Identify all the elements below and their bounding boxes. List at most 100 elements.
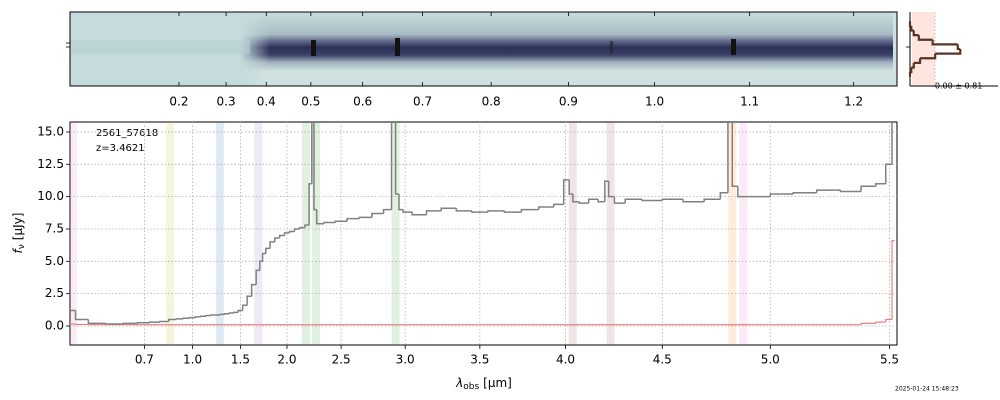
- spectrum-step: [313, 122, 317, 211]
- spectrum-step: [402, 209, 413, 213]
- plot-frame: [69, 121, 898, 346]
- spectrum-step: [719, 192, 728, 200]
- top-tick-label: 0.5: [301, 95, 320, 109]
- spectrum-step: [553, 203, 564, 207]
- histogram-step: [911, 62, 915, 69]
- histogram-step: [935, 49, 962, 55]
- x-tick-label: 0.7: [135, 353, 154, 367]
- line-band: [254, 122, 263, 345]
- spectrum-step: [568, 179, 573, 195]
- spectrum-step: [358, 216, 372, 219]
- spectrum-step: [246, 295, 252, 306]
- spectrum-step: [219, 313, 225, 316]
- y-label-sub: ν: [17, 244, 27, 249]
- y-tick-label: 5.0: [45, 254, 64, 268]
- inset-label: -0.00 ± 0.81: [932, 82, 982, 91]
- spectrum-step: [394, 122, 399, 195]
- spectrum-step: [175, 318, 184, 320]
- top-tick-label: 0.7: [413, 95, 432, 109]
- x-tick-label: 3.0: [396, 353, 415, 367]
- spectrum-step: [578, 201, 589, 204]
- spectrum-step: [311, 122, 313, 184]
- spectrum-step: [233, 311, 239, 314]
- spectrum-step: [487, 210, 505, 213]
- spectrum-step: [727, 122, 729, 193]
- plot-layer: [70, 122, 897, 345]
- line-band: [739, 122, 748, 345]
- spectrum-step: [315, 209, 324, 225]
- spectrum-step: [200, 315, 206, 318]
- spectrum-step: [159, 320, 169, 323]
- spectrum-step: [250, 283, 257, 297]
- spectrum-step: [87, 319, 106, 325]
- spectrum-step: [537, 206, 554, 210]
- spectrum-step: [167, 318, 177, 322]
- spectrum-step: [737, 186, 751, 198]
- top-tick-label: 0.3: [217, 95, 236, 109]
- x-tick-label: 4.0: [556, 353, 575, 367]
- spectrum-step: [398, 194, 404, 211]
- spectrum-step: [288, 230, 295, 233]
- annotation: 2561_57618: [96, 128, 158, 139]
- spectrum-step: [283, 232, 290, 236]
- spectrum-step: [891, 122, 893, 165]
- x-tick-label: 1.5: [231, 353, 250, 367]
- spectrum-step: [182, 317, 190, 319]
- spectrum-step: [346, 217, 360, 222]
- top-tick-label: 0.8: [482, 95, 501, 109]
- spectrum-step: [411, 212, 427, 216]
- spectrum-step: [304, 224, 310, 228]
- spectrum-step: [298, 226, 305, 229]
- top-tick-label: 1.1: [740, 95, 759, 109]
- top-tick-label: 1.2: [844, 95, 863, 109]
- x-tick-label: 2.5: [332, 353, 351, 367]
- spectrum-step: [891, 240, 895, 320]
- spectrum-step: [885, 163, 892, 184]
- spectrum-step: [210, 314, 216, 316]
- spectrum-step: [293, 228, 300, 232]
- x-tick-label: 5.0: [761, 353, 780, 367]
- line-band: [166, 122, 175, 345]
- spectrum-step: [104, 323, 124, 325]
- histogram-step: [913, 58, 922, 64]
- spectrum-step: [188, 316, 196, 319]
- histogram-step: [908, 21, 912, 27]
- spectrum-step: [390, 122, 393, 210]
- line-band: [606, 122, 615, 345]
- spectrum-step: [224, 312, 230, 315]
- line-band: [70, 122, 77, 345]
- spectrum-step: [137, 322, 150, 324]
- top-tick-label: 0.4: [257, 95, 276, 109]
- y-tick-label: 15.0: [37, 124, 64, 138]
- spectrum-step: [597, 199, 605, 203]
- spectrum-step: [703, 198, 721, 202]
- x-tick-label: 1.0: [183, 353, 202, 367]
- spectrum-step: [839, 190, 862, 193]
- top-tick-label: 0.6: [353, 95, 372, 109]
- spectrum-step: [860, 185, 876, 192]
- top-tick-label: 0.2: [169, 95, 188, 109]
- y-label-unit: [μJy]: [11, 213, 25, 241]
- spectrum-step: [641, 199, 663, 202]
- y-tick-label: 7.5: [45, 221, 64, 235]
- spectrum-step: [74, 310, 89, 321]
- y-label-symbol: f: [11, 247, 25, 253]
- line-band: [301, 122, 310, 345]
- spectrum-step: [278, 234, 285, 239]
- spectrum-step: [255, 269, 260, 285]
- annotation: z=3.4621: [96, 143, 145, 154]
- line-band: [215, 122, 224, 345]
- top-tick-label: 0.9: [559, 95, 578, 109]
- spectrum-step: [237, 309, 243, 313]
- histogram-step: [956, 44, 961, 51]
- spectrum-step: [308, 182, 312, 226]
- spectrum-step: [562, 179, 570, 205]
- timestamp: 2025-01-24 15:48:23: [895, 386, 959, 393]
- histogram-step: [931, 39, 958, 46]
- line-band: [312, 122, 321, 345]
- spectrum-step: [241, 304, 248, 311]
- y-tick-label: 2.5: [45, 286, 64, 300]
- spectrum-step: [875, 321, 886, 324]
- y-axis-label: fν [μJy]: [11, 213, 27, 254]
